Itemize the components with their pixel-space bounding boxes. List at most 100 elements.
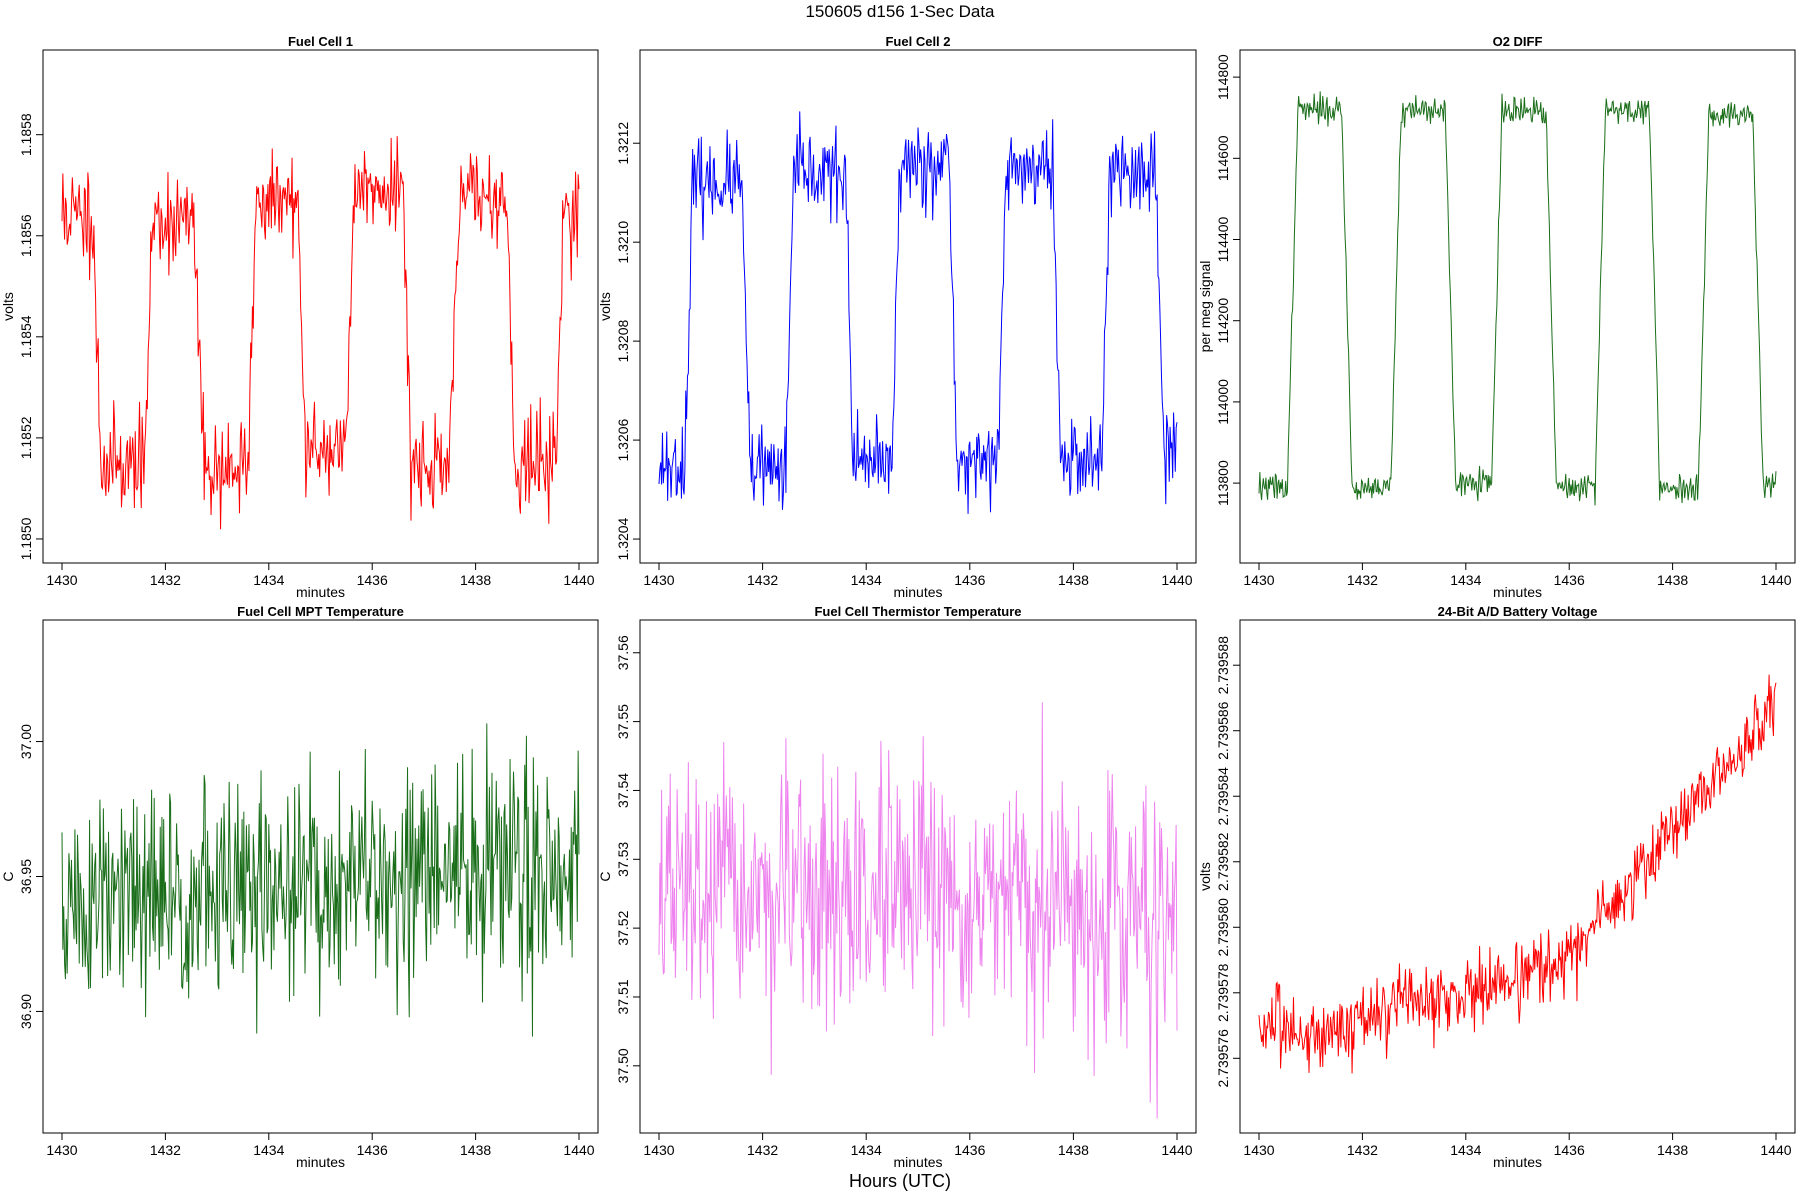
figure-title: 150605 d156 1-Sec Data (805, 2, 995, 21)
y-axis-label: volts (1197, 862, 1213, 891)
x-axis-label: minutes (296, 584, 345, 600)
y-axis: 1.1850 1.1852 1.1854 1.1856 1.1858 volts (0, 113, 44, 560)
y-tick-label: 37.50 (615, 1048, 631, 1083)
x-tick-label: 1430 (1243, 572, 1274, 588)
x-tick-label: 1438 (460, 1142, 491, 1158)
x-tick-label: 1440 (1161, 1142, 1192, 1158)
x-tick-label: 1436 (1554, 572, 1585, 588)
x-tick-label: 1440 (563, 1142, 594, 1158)
x-tick-label: 1440 (1760, 572, 1791, 588)
x-tick-label: 1432 (150, 572, 181, 588)
y-tick-label: 114800 (1215, 54, 1231, 100)
x-tick-label: 1434 (253, 1142, 284, 1158)
y-axis-label: per meg signal (1197, 261, 1213, 353)
series-line (658, 702, 1178, 1119)
y-tick-label: 37.53 (615, 842, 631, 877)
series-line (61, 136, 580, 530)
x-tick-label: 1434 (851, 572, 882, 588)
x-tick-label: 1434 (851, 1142, 882, 1158)
y-tick-label: 2.739578 (1215, 963, 1231, 1022)
y-tick-label: 114400 (1215, 216, 1231, 262)
x-tick-label: 1438 (1058, 572, 1089, 588)
y-tick-label: 114000 (1215, 379, 1231, 425)
y-tick-label: 1.3206 (615, 418, 631, 461)
chart-panel-1: Fuel Cell 1 1430 1432 1434 1436 1438 1440 minut… (0, 34, 599, 600)
y-tick-label: 37.55 (615, 704, 631, 739)
y-axis: 113800 114000 114200 114400 114600 114800 per … (1197, 54, 1241, 506)
series-line (61, 723, 580, 1037)
x-axis: 1430 1432 1434 1436 1438 1440 minutes (643, 562, 1193, 600)
plot-frame (639, 49, 1197, 564)
y-axis-label: volts (0, 292, 16, 321)
y-axis: 36.90 36.95 37.00 C (0, 724, 44, 1029)
x-tick-label: 1432 (1347, 1142, 1378, 1158)
y-axis-label: C (0, 871, 16, 881)
chart-panel-3: O2 DIFF 1430 1432 1434 1436 1438 1440 minutes 11… (1197, 34, 1796, 600)
x-axis-label: minutes (1493, 1154, 1542, 1170)
plot-frame (1239, 49, 1796, 564)
x-tick-label: 1440 (1161, 572, 1192, 588)
x-tick-label: 1434 (1450, 572, 1481, 588)
x-tick-label: 1430 (46, 1142, 77, 1158)
x-tick-label: 1436 (954, 572, 985, 588)
y-tick-label: 2.739586 (1215, 701, 1231, 760)
y-tick-label: 114200 (1215, 298, 1231, 344)
chart-title: O2 DIFF (1493, 34, 1543, 49)
y-tick-label: 1.1856 (18, 214, 34, 257)
y-tick-label: 1.3208 (615, 320, 631, 363)
y-tick-label: 37.52 (615, 910, 631, 945)
chart-panel-6: 24-Bit A/D Battery Voltage 1430 1432 1434 14… (1197, 604, 1796, 1170)
y-tick-label: 114600 (1215, 135, 1231, 181)
y-tick-label: 37.54 (615, 773, 631, 808)
chart-panel-5: Fuel Cell Thermistor Temperature 1430 1432… (597, 604, 1197, 1170)
x-axis-label: minutes (296, 1154, 345, 1170)
y-tick-label: 37.51 (615, 979, 631, 1014)
x-tick-label: 1436 (357, 572, 388, 588)
y-tick-label: 37.00 (18, 724, 34, 759)
x-tick-label: 1438 (1058, 1142, 1089, 1158)
x-axis: 1430 1432 1434 1436 1438 1440 minutes (46, 1132, 595, 1170)
chart-panel-2: Fuel Cell 2 1430 1432 1434 1436 1438 1440 minut… (597, 34, 1197, 600)
y-tick-label: 36.90 (18, 994, 34, 1029)
x-tick-label: 1432 (1347, 572, 1378, 588)
chart-title: Fuel Cell 1 (288, 34, 353, 49)
y-tick-label: 36.95 (18, 859, 34, 894)
y-tick-label: 1.1858 (18, 113, 34, 156)
series-line (658, 111, 1178, 514)
y-tick-label: 1.3210 (615, 221, 631, 264)
x-tick-label: 1434 (1450, 1142, 1481, 1158)
x-tick-label: 1430 (643, 1142, 674, 1158)
y-tick-label: 2.739584 (1215, 767, 1231, 826)
x-tick-label: 1438 (1657, 1142, 1688, 1158)
series-line (1258, 674, 1777, 1074)
x-tick-label: 1430 (46, 572, 77, 588)
x-tick-label: 1434 (253, 572, 284, 588)
x-axis-label: minutes (893, 1154, 942, 1170)
x-tick-label: 1430 (643, 572, 674, 588)
x-tick-label: 1436 (357, 1142, 388, 1158)
x-axis: 1430 1432 1434 1436 1438 1440 minutes (46, 562, 595, 600)
y-axis: 2.739576 2.739578 2.739580 2.739582 2.739584… (1197, 636, 1241, 1088)
chart-title: 24-Bit A/D Battery Voltage (1438, 604, 1598, 619)
y-tick-label: 37.56 (615, 635, 631, 670)
y-tick-label: 2.739588 (1215, 636, 1231, 695)
y-tick-label: 1.1852 (18, 416, 34, 459)
x-tick-label: 1432 (747, 1142, 778, 1158)
x-axis-label: minutes (893, 584, 942, 600)
y-tick-label: 2.739576 (1215, 1029, 1231, 1088)
y-axis-label: C (597, 871, 613, 881)
x-tick-label: 1436 (1554, 1142, 1585, 1158)
y-tick-label: 1.3212 (615, 122, 631, 165)
y-tick-label: 1.1854 (18, 315, 34, 358)
y-axis: 37.50 37.51 37.52 37.53 37.54 37.55 37.56 C (597, 635, 641, 1083)
x-tick-label: 1440 (1760, 1142, 1791, 1158)
y-tick-label: 2.739582 (1215, 832, 1231, 891)
y-tick-label: 2.739580 (1215, 898, 1231, 957)
x-tick-label: 1430 (1243, 1142, 1274, 1158)
x-axis: 1430 1432 1434 1436 1438 1440 minutes (1243, 562, 1792, 600)
chart-title: Fuel Cell 2 (885, 34, 950, 49)
y-tick-label: 1.1850 (18, 517, 34, 560)
